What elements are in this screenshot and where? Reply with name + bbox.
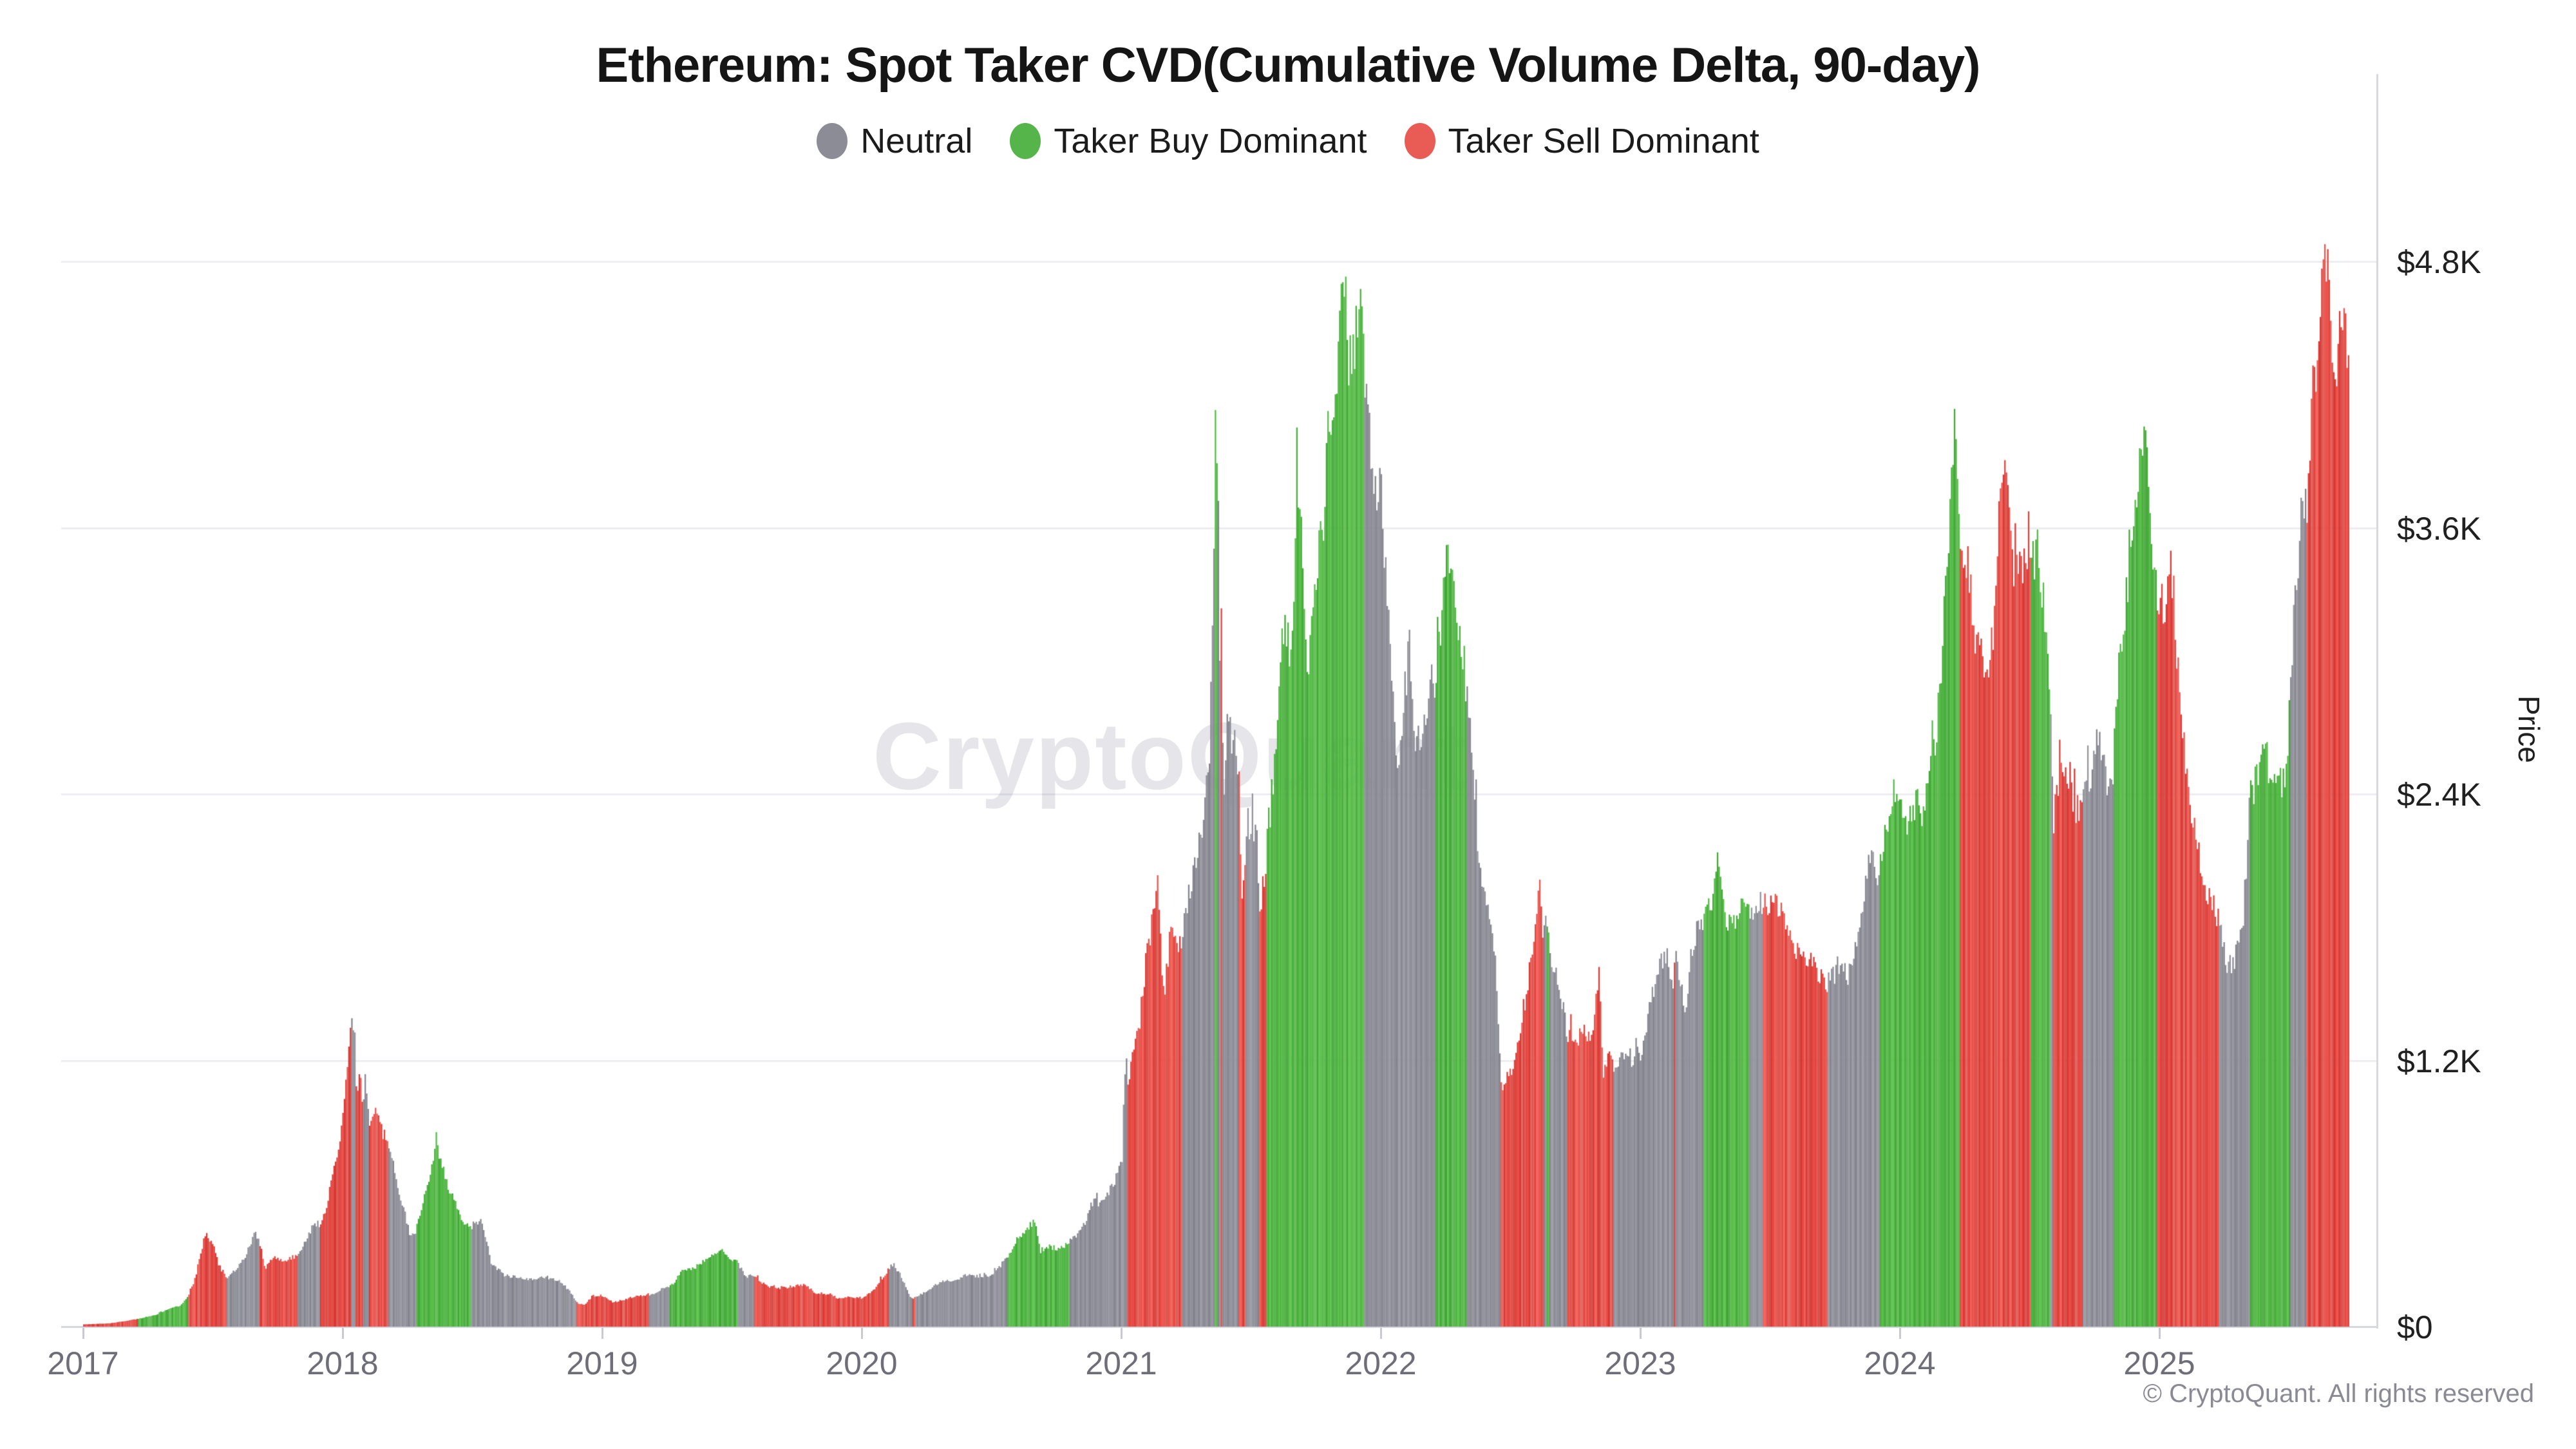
y-tick-label-2400: $2.4K: [2397, 777, 2481, 813]
y-tick-label-4800: $4.8K: [2397, 244, 2481, 280]
x-tick-2023: [1640, 1328, 1642, 1339]
x-tick-label-2023: 2023: [1604, 1345, 1676, 1381]
x-tick-label-2022: 2022: [1345, 1345, 1417, 1381]
x-tick-2018: [342, 1328, 344, 1339]
x-tick-2021: [1121, 1328, 1122, 1339]
x-tick-label-2021: 2021: [1085, 1345, 1157, 1381]
y-axis-title: Price: [2512, 696, 2546, 763]
x-tick-2019: [601, 1328, 603, 1339]
x-tick-label-2024: 2024: [1864, 1345, 1936, 1381]
x-tick-2025: [2159, 1328, 2161, 1339]
x-tick-2020: [861, 1328, 863, 1339]
price-bars-canvas: [61, 74, 2380, 1329]
y-tick-label-3600: $3.6K: [2397, 510, 2481, 547]
x-tick-label-2019: 2019: [566, 1345, 638, 1381]
y-tick-label-0: $0: [2397, 1309, 2433, 1345]
y-axis-line: [2376, 74, 2378, 1329]
x-tick-label-2020: 2020: [826, 1345, 898, 1381]
x-tick-2017: [82, 1328, 84, 1339]
x-tick-2022: [1380, 1328, 1382, 1339]
x-tick-2024: [1899, 1328, 1901, 1339]
y-tick-label-1200: $1.2K: [2397, 1043, 2481, 1079]
x-tick-label-2018: 2018: [307, 1345, 379, 1381]
copyright-text: © CryptoQuant. All rights reserved: [2143, 1379, 2535, 1408]
x-tick-label-2017: 2017: [47, 1345, 119, 1381]
x-tick-label-2025: 2025: [2123, 1345, 2195, 1381]
